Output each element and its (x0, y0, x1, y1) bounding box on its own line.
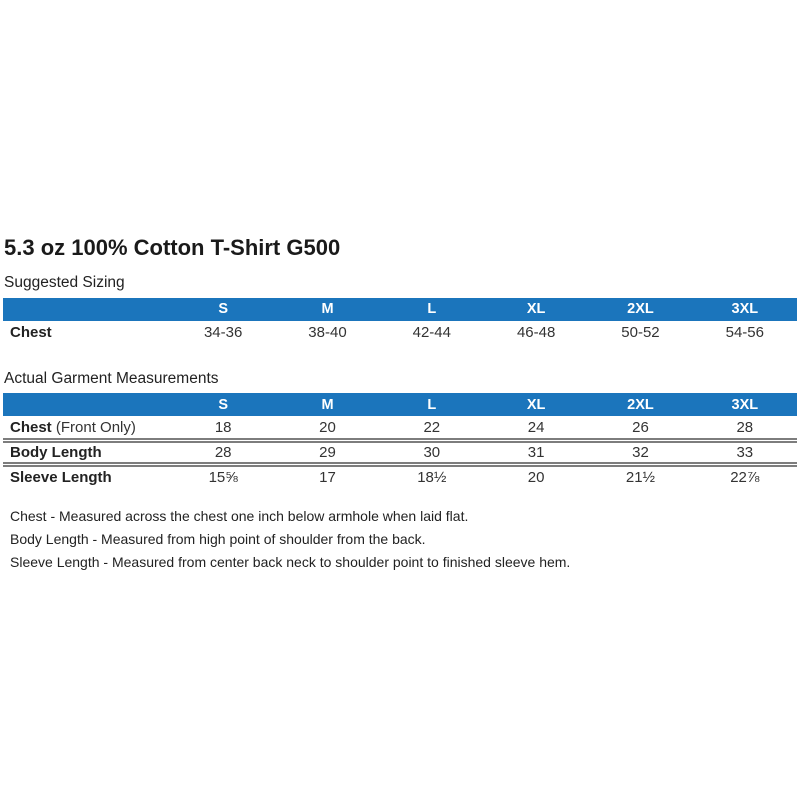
cell-value: 28 (736, 418, 754, 436)
cell-value: 31 (483, 437, 589, 465)
row-label-suffix: (Front Only) (51, 418, 136, 436)
cell-value: 30 (379, 437, 484, 465)
actual-header-row: S M L XL 2XL 3XL (3, 393, 797, 417)
cell-value: 38-40 (308, 324, 347, 342)
cell-value: 17 (275, 461, 380, 489)
cell-value: 20 (319, 418, 336, 436)
note-sleeve-length: Sleeve Length - Measured from center bac… (10, 554, 571, 571)
cell-value: 42-44 (412, 324, 451, 342)
cell-value: 21½ (588, 461, 693, 489)
cell-value: 22⅞ (692, 461, 797, 489)
header-spacer-cell (3, 297, 171, 321)
row-label: Chest (10, 418, 52, 436)
table-row-chest-front-only: Chest (Front Only) 18 20 22 24 26 28 (3, 416, 797, 440)
column-header-m: M (275, 393, 380, 417)
column-header-s: S (171, 393, 276, 417)
row-label: Chest (10, 324, 52, 342)
column-header-l: L (379, 297, 484, 321)
suggested-sizing-table: S M L XL 2XL 3XL Chest 34-36 38-40 42-44… (3, 297, 797, 345)
note-chest: Chest - Measured across the chest one in… (10, 508, 469, 525)
cell-value: 20 (483, 461, 589, 489)
cell-value: 22 (423, 418, 441, 436)
actual-measurements-label: Actual Garment Measurements (4, 369, 219, 387)
row-label-cell: Chest (Front Only) (3, 416, 171, 440)
row-label: Sleeve Length (10, 469, 112, 487)
suggested-sizing-label: Suggested Sizing (4, 274, 125, 292)
column-header-xl: XL (483, 393, 589, 417)
column-header-3xl: 3XL (692, 297, 797, 321)
column-header-3xl: 3XL (692, 393, 797, 417)
cell-value: 34-36 (203, 324, 243, 342)
row-label-cell: Body Length (3, 437, 171, 465)
cell-value: 33 (692, 437, 797, 465)
cell-value: 50-52 (621, 324, 660, 342)
page-title: 5.3 oz 100% Cotton T-Shirt G500 (4, 235, 341, 260)
column-header-2xl: 2XL (588, 297, 693, 321)
column-header-l: L (379, 393, 484, 417)
table-row-chest: Chest 34-36 38-40 42-44 46-48 50-52 54-5… (3, 321, 797, 345)
cell-value: 32 (588, 437, 693, 465)
column-header-m: M (275, 297, 380, 321)
column-header-s: S (171, 297, 276, 321)
row-label-cell: Sleeve Length (3, 461, 171, 489)
cell-value: 15⅝ (171, 461, 276, 489)
table-row-sleeve-length: Sleeve Length 15⅝ 17 18½ 20 21½ 22⅞ (3, 461, 797, 489)
suggested-header-row: S M L XL 2XL 3XL (3, 297, 797, 321)
row-label-cell: Chest (3, 321, 171, 345)
cell-value: 28 (171, 437, 276, 465)
table-row-body-length: Body Length 28 29 30 31 32 33 (3, 437, 797, 465)
measurement-notes: Chest - Measured across the chest one in… (10, 505, 797, 574)
note-body-length: Body Length - Measured from high point o… (10, 531, 426, 548)
cell-value: 26 (632, 418, 649, 436)
header-spacer-cell (3, 393, 171, 417)
column-header-2xl: 2XL (588, 393, 693, 417)
cell-value: 18 (214, 418, 232, 436)
cell-value: 29 (275, 437, 380, 465)
sizing-chart-section: 5.3 oz 100% Cotton T-Shirt G500 Suggeste… (3, 235, 797, 574)
row-label: Body Length (10, 443, 102, 461)
cell-value: 46-48 (516, 324, 556, 342)
cell-value: 54-56 (725, 324, 764, 342)
cell-value: 24 (527, 418, 545, 436)
column-header-xl: XL (483, 297, 589, 321)
actual-measurements-table: S M L XL 2XL 3XL Chest (Front Only) 18 2… (3, 393, 797, 489)
cell-value: 18½ (379, 461, 484, 489)
